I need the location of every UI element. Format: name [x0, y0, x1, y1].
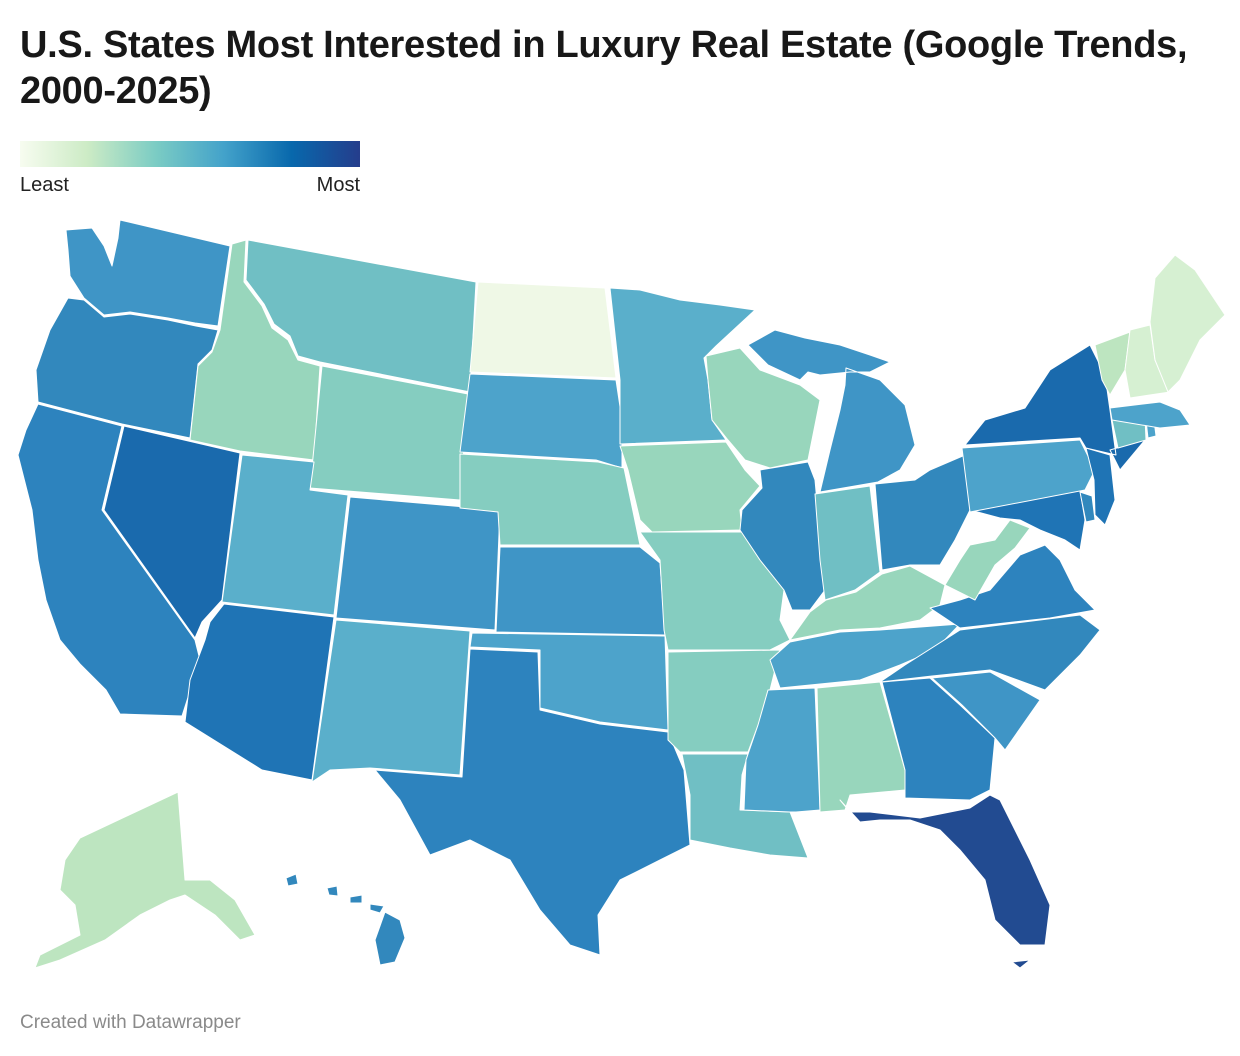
legend-min-label: Least — [20, 174, 69, 196]
state-mississippi[interactable] — [743, 687, 821, 813]
state-kansas[interactable] — [495, 546, 666, 636]
state-iowa[interactable] — [619, 441, 761, 533]
state-utah[interactable] — [221, 454, 349, 616]
state-indiana[interactable] — [814, 485, 881, 601]
state-pennsylvania[interactable] — [961, 439, 1096, 513]
state-nevada[interactable] — [103, 425, 241, 639]
state-alaska[interactable] — [34, 791, 256, 969]
state-new-jersey[interactable] — [1085, 447, 1116, 526]
state-texas[interactable] — [374, 648, 691, 956]
legend-max-label: Most — [316, 174, 360, 196]
state-south-carolina[interactable] — [931, 671, 1041, 751]
state-virginia[interactable] — [929, 544, 1096, 629]
state-hawaii[interactable] — [285, 873, 406, 966]
color-legend: Least Most — [20, 141, 360, 196]
state-massachusetts[interactable] — [1109, 401, 1191, 429]
state-maine[interactable] — [1149, 254, 1226, 393]
legend-gradient-bar — [20, 141, 360, 167]
us-choropleth-map — [17, 219, 1226, 969]
state-vermont[interactable] — [1094, 331, 1131, 396]
state-north-carolina[interactable] — [879, 614, 1101, 691]
state-minnesota[interactable] — [609, 287, 756, 445]
state-illinois[interactable] — [739, 461, 826, 611]
state-michigan[interactable] — [747, 329, 916, 493]
state-new-mexico[interactable] — [311, 619, 471, 783]
state-florida[interactable] — [839, 794, 1051, 969]
state-idaho[interactable] — [189, 239, 321, 461]
state-arizona[interactable] — [184, 603, 335, 781]
state-wisconsin[interactable] — [705, 347, 821, 469]
state-north-dakota[interactable] — [469, 281, 617, 379]
state-south-dakota[interactable] — [459, 373, 623, 469]
state-nebraska[interactable] — [459, 453, 641, 546]
map-title: U.S. States Most Interested in Luxury Re… — [20, 24, 1188, 112]
state-oklahoma[interactable] — [469, 632, 669, 731]
state-oregon[interactable] — [35, 297, 219, 439]
state-delaware[interactable] — [1079, 491, 1096, 523]
state-ohio[interactable] — [874, 454, 971, 571]
state-georgia[interactable] — [881, 677, 996, 801]
state-west-virginia[interactable] — [944, 519, 1031, 601]
state-california[interactable] — [17, 403, 201, 717]
state-alabama[interactable] — [816, 681, 906, 813]
state-washington[interactable] — [65, 219, 231, 327]
state-colorado[interactable] — [335, 496, 501, 631]
state-louisiana[interactable] — [681, 753, 809, 859]
credit-footer: Created with Datawrapper — [20, 1012, 241, 1033]
